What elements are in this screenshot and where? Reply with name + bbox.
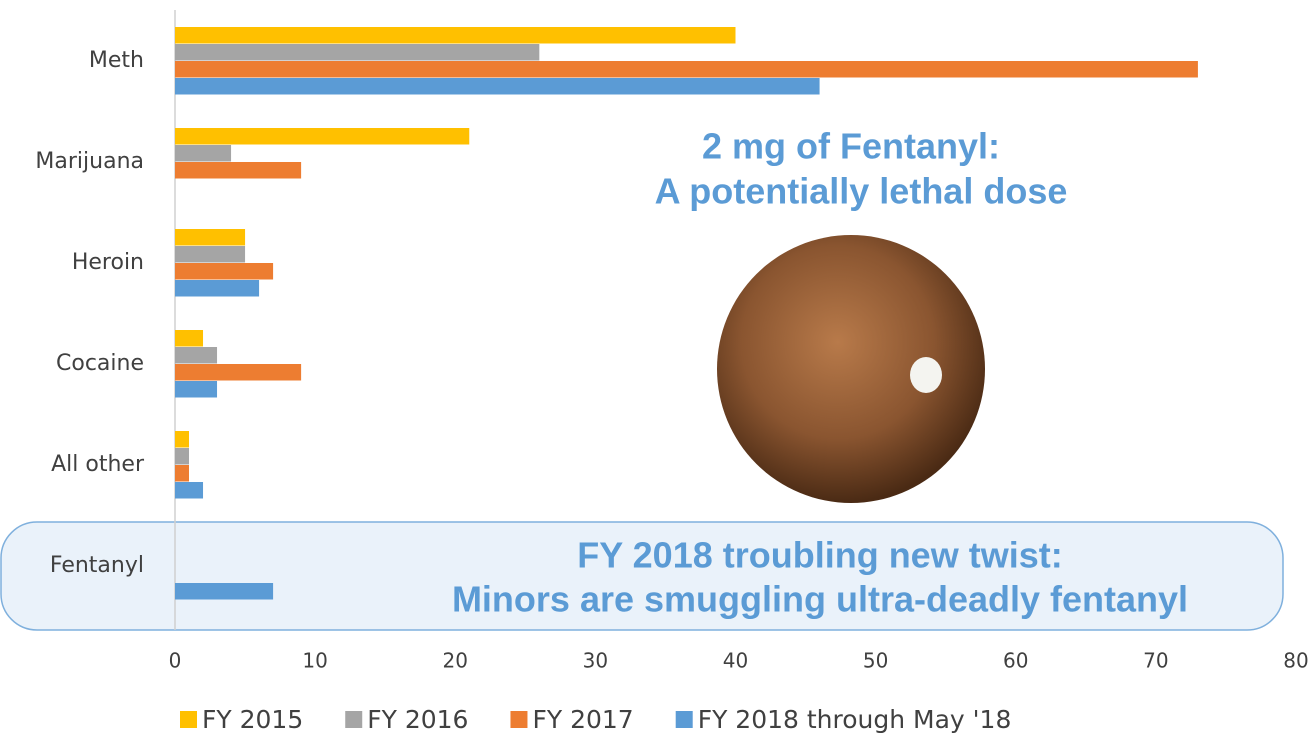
- legend-swatch: [180, 711, 197, 728]
- bar: [175, 27, 736, 44]
- bar: [175, 44, 539, 61]
- annotation: Minors are smuggling ultra-deadly fentan…: [452, 579, 1188, 620]
- category-label: Marijuana: [35, 149, 144, 174]
- bar: [175, 330, 203, 347]
- legend-label: FY 2018 through May '18: [698, 705, 1012, 734]
- legend-label: FY 2015: [202, 705, 303, 734]
- x-tick-label: 50: [863, 649, 888, 673]
- penny-image: [717, 235, 985, 503]
- x-tick-label: 10: [302, 649, 327, 673]
- legend-label: FY 2017: [532, 705, 633, 734]
- annotation: A potentially lethal dose: [655, 171, 1068, 212]
- x-tick-label: 30: [583, 649, 608, 673]
- category-label: Meth: [89, 48, 144, 73]
- bar: [175, 465, 189, 482]
- bar: [175, 364, 301, 381]
- category-label: Cocaine: [56, 351, 144, 376]
- category-label: All other: [51, 452, 145, 477]
- legend-swatch: [676, 711, 693, 728]
- annotation: FY 2018 troubling new twist:: [577, 535, 1062, 576]
- x-tick-label: 20: [443, 649, 468, 673]
- bar: [175, 263, 273, 280]
- x-tick-label: 40: [723, 649, 748, 673]
- bar: [175, 246, 245, 263]
- legend-swatch: [345, 711, 362, 728]
- bar: [175, 78, 820, 95]
- bar: [175, 431, 189, 448]
- bar: [175, 280, 259, 297]
- bar: [175, 128, 469, 145]
- bar: [175, 381, 217, 398]
- x-tick-label: 60: [1003, 649, 1028, 673]
- bar: [175, 162, 301, 179]
- x-tick-label: 0: [169, 649, 182, 673]
- bar: [175, 61, 1198, 78]
- legend-label: FY 2016: [367, 705, 468, 734]
- bar: [175, 229, 245, 246]
- bar: [175, 583, 273, 600]
- bar: [175, 482, 203, 499]
- legend-swatch: [510, 711, 527, 728]
- bar: [175, 347, 217, 364]
- x-tick-label: 80: [1283, 649, 1308, 673]
- fentanyl-dose: [910, 357, 942, 393]
- bar: [175, 448, 189, 465]
- x-tick-label: 70: [1143, 649, 1168, 673]
- annotation: 2 mg of Fentanyl:: [702, 126, 1000, 167]
- bar: [175, 145, 231, 162]
- chart: 0 10 20 30 40 50 60 70 80 Meth Marijuana Heroin Coca…: [0, 0, 1312, 742]
- category-label: Heroin: [72, 250, 144, 275]
- category-label: Fentanyl: [50, 553, 144, 578]
